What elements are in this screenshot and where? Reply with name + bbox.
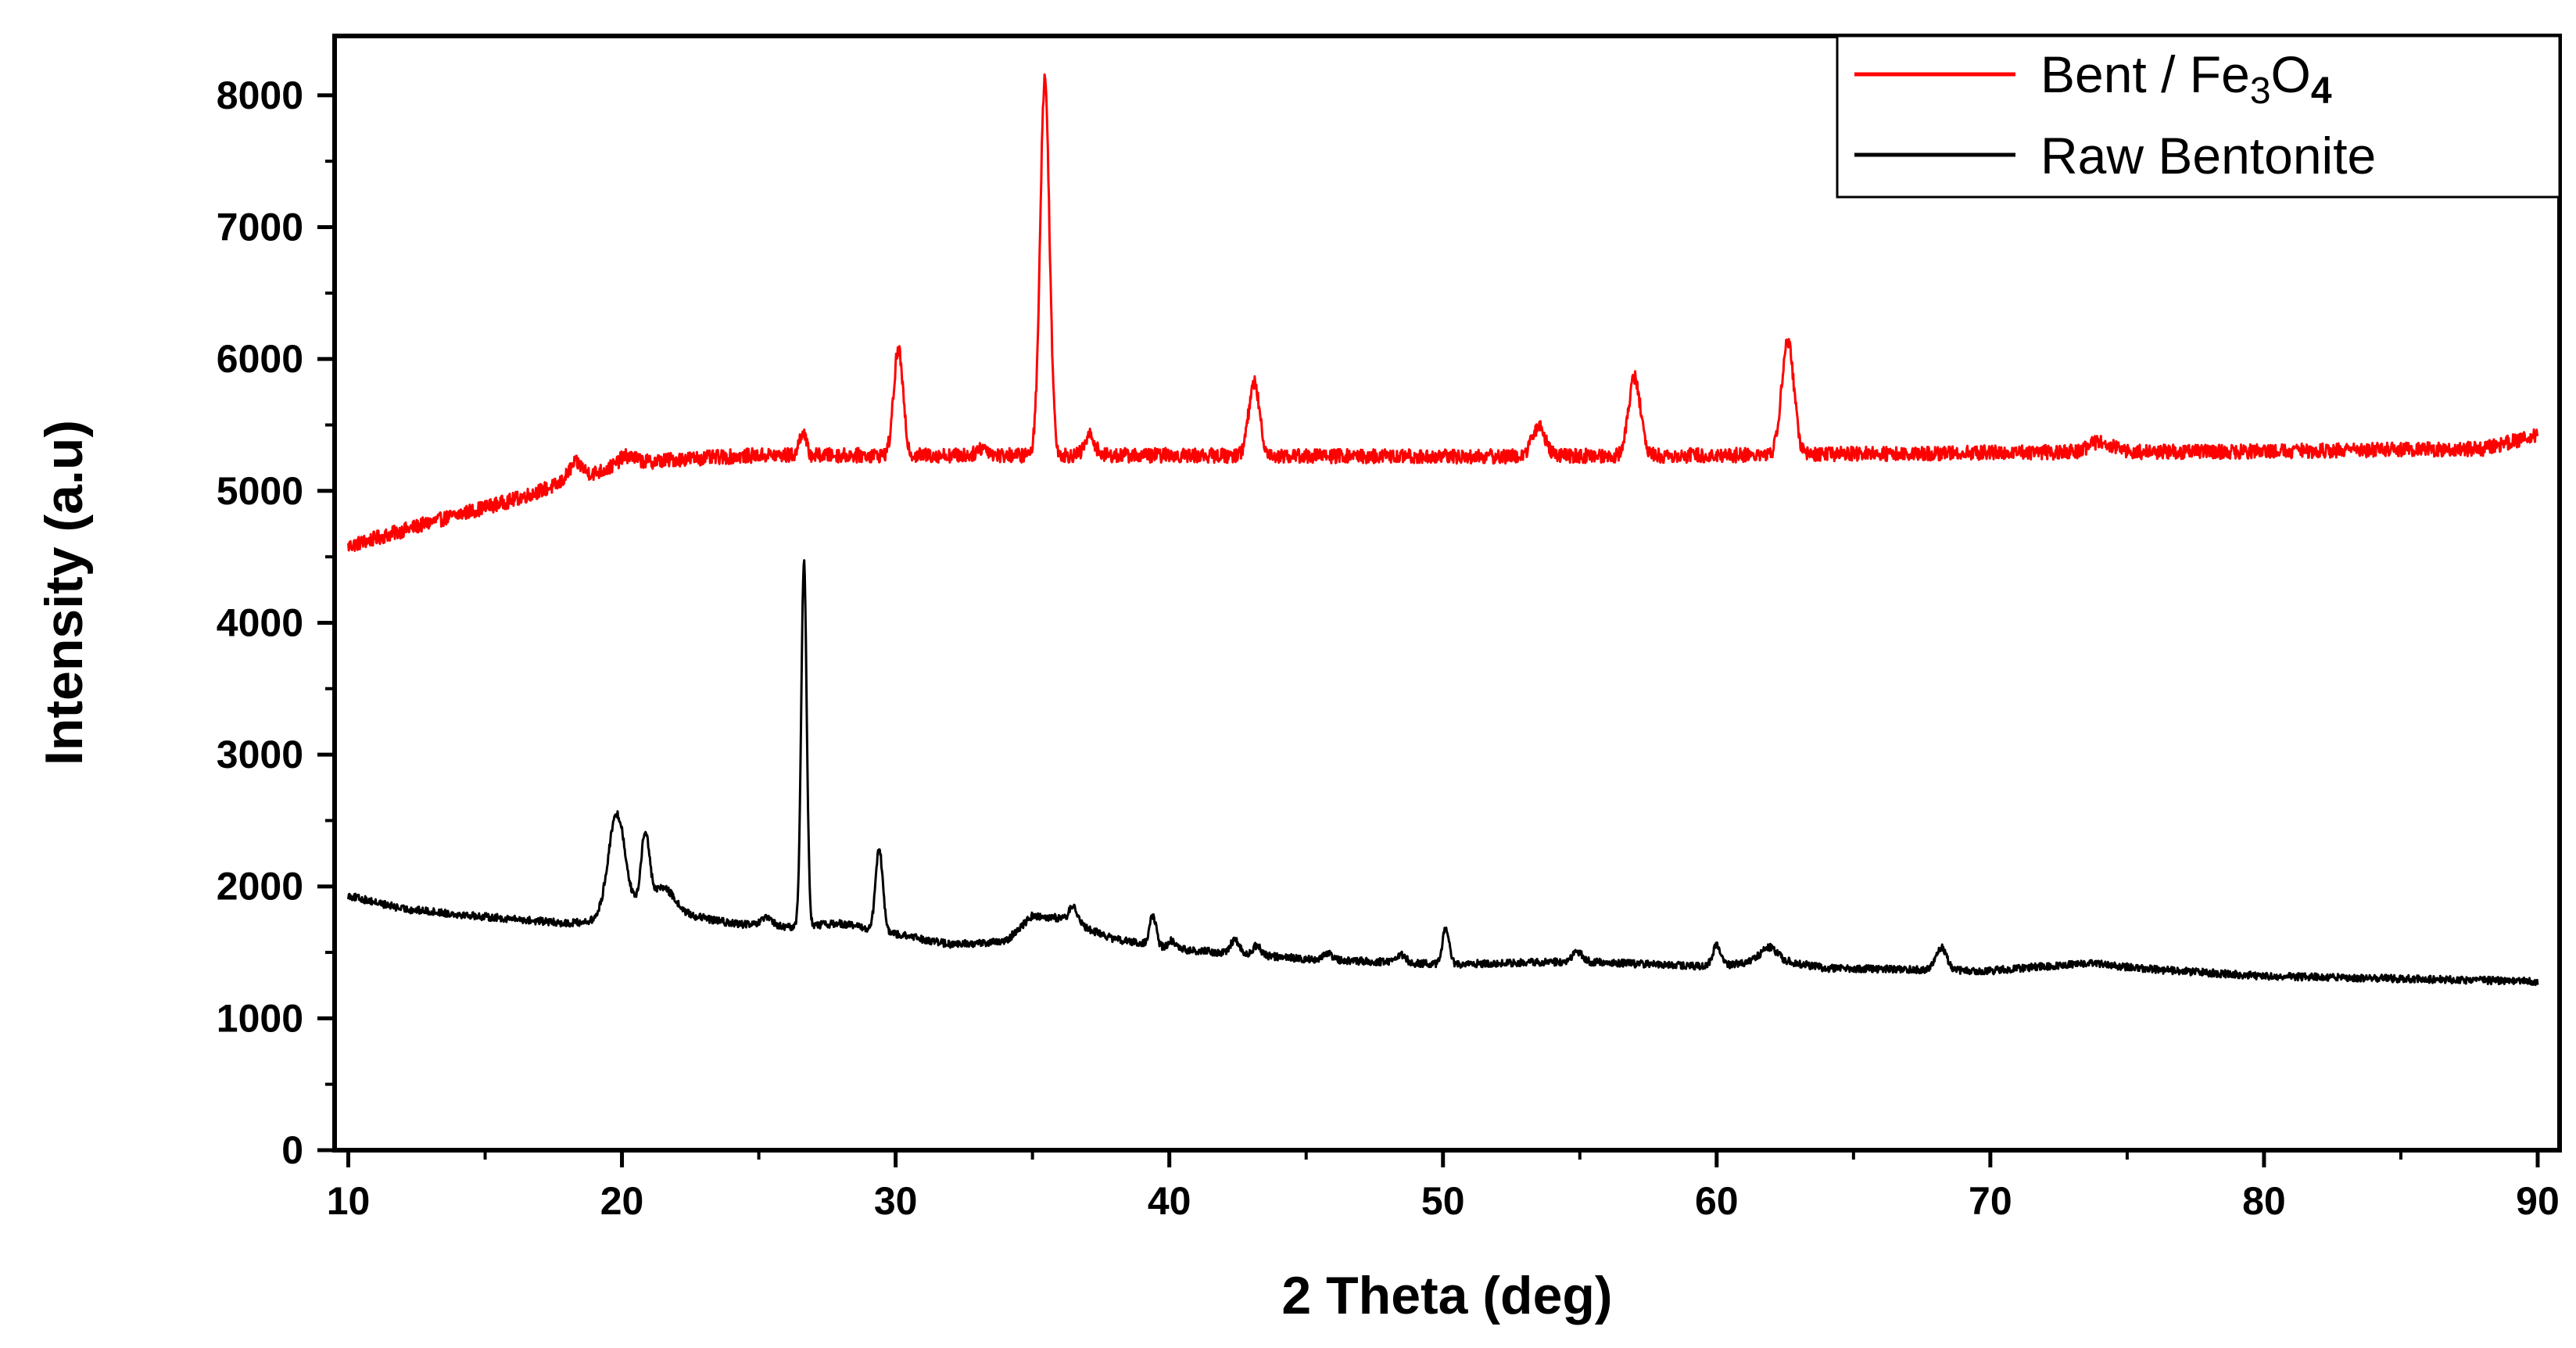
y-tick-label: 8000: [217, 73, 303, 117]
x-tick-label: 80: [2242, 1179, 2286, 1223]
y-tick-label: 7000: [217, 206, 303, 249]
y-tick-label: 6000: [217, 337, 303, 381]
legend: Bent / Fe3O4 Raw Bentonite: [1836, 34, 2561, 199]
legend-label-raw-bentonite: Raw Bentonite: [2040, 127, 2376, 185]
y-tick-label: 4000: [217, 601, 303, 644]
x-tick-label: 10: [327, 1179, 371, 1223]
legend-box: [1836, 34, 2561, 199]
x-tick-label: 20: [600, 1179, 644, 1223]
y-tick-label: 0: [281, 1128, 303, 1172]
x-tick-label: 60: [1695, 1179, 1739, 1223]
y-tick-label: 3000: [217, 733, 303, 776]
series-line-bent-fe3o4: [347, 73, 2539, 552]
y-tick-label: 2000: [217, 865, 303, 909]
x-tick-label: 90: [2516, 1179, 2560, 1223]
y-tick-label: 1000: [217, 996, 303, 1040]
legend-label-bent-fe3o4: Bent / Fe3O4: [2040, 45, 2332, 112]
x-axis-title: 2 Theta (deg): [1281, 1266, 1612, 1325]
x-tick-label: 50: [1421, 1179, 1465, 1223]
ticks-layer: 10 20 30 40 50 60 70 80 90 0 1000 2000 3000 4000 5000 6…: [217, 73, 2560, 1223]
series-layer: [347, 73, 2539, 987]
x-tick-label: 70: [1969, 1179, 2012, 1223]
series-line-raw-bentonite: [347, 559, 2539, 987]
x-tick-label: 30: [874, 1179, 918, 1223]
y-axis-title: Intensity (a.u): [34, 420, 94, 765]
plot-frame: [332, 34, 2562, 1153]
x-tick-label: 40: [1148, 1179, 1191, 1223]
y-tick-label: 5000: [217, 469, 303, 513]
